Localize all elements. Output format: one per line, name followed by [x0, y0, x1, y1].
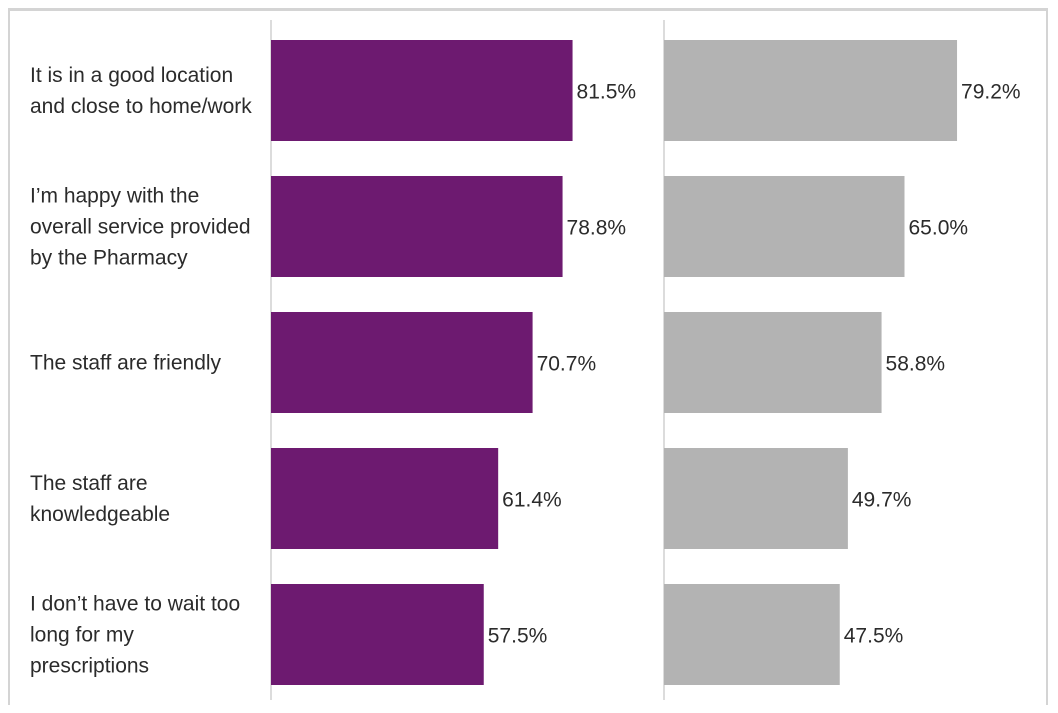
bar-panel-2	[664, 176, 905, 277]
category-label-line: I don’t have to wait too	[30, 593, 240, 616]
bar-panel-1	[271, 176, 563, 277]
value-label-panel-2: 47.5%	[844, 625, 904, 648]
bar-panel-1	[271, 40, 573, 141]
category-label-line: and close to home/work	[30, 95, 252, 118]
bar-panel-2	[664, 312, 882, 413]
value-label-panel-1: 57.5%	[488, 625, 548, 648]
category-label-line: overall service provided	[30, 216, 251, 239]
category-label-line: It is in a good location	[30, 64, 233, 87]
value-label-panel-1: 70.7%	[537, 353, 597, 376]
category-label-line: The staff are friendly	[30, 352, 222, 375]
value-label-panel-2: 65.0%	[909, 217, 969, 240]
category-label: It is in a good location and close to hom…	[30, 64, 252, 118]
bar-panel-2	[664, 40, 958, 141]
bar-panel-2	[664, 584, 840, 685]
bar-panel-1	[271, 312, 533, 413]
value-label-panel-2: 58.8%	[886, 353, 946, 376]
category-label: The staff are knowledgeable	[30, 472, 170, 526]
value-label-panel-1: 81.5%	[577, 81, 637, 104]
value-label-panel-1: 61.4%	[502, 489, 562, 512]
bar-panel-2	[664, 448, 848, 549]
category-labels: It is in a good location and close to hom…	[30, 64, 252, 678]
category-label-line: prescriptions	[30, 655, 149, 678]
bar-panel-1	[271, 584, 484, 685]
category-label-line: I’m happy with the	[30, 185, 199, 208]
category-label-line: long for my	[30, 624, 134, 647]
category-label: I’m happy with the overall service provid…	[30, 185, 251, 270]
category-label-line: knowledgeable	[30, 503, 170, 526]
category-label: The staff are friendly	[30, 352, 222, 375]
value-label-panel-2: 49.7%	[852, 489, 912, 512]
category-label-line: by the Pharmacy	[30, 247, 188, 270]
bar-panel-1	[271, 448, 499, 549]
category-label-line: The staff are	[30, 472, 148, 495]
category-label: I don’t have to wait too long for my presc…	[30, 593, 240, 678]
chart-frame	[8, 8, 1048, 705]
value-label-panel-2: 79.2%	[961, 81, 1021, 104]
value-labels: 81.5% 78.8% 70.7% 61.4% 57.5% 79.2% 65.0% 58.8%…	[488, 81, 1021, 648]
value-label-panel-1: 78.8%	[567, 217, 627, 240]
bars-group	[271, 40, 958, 685]
